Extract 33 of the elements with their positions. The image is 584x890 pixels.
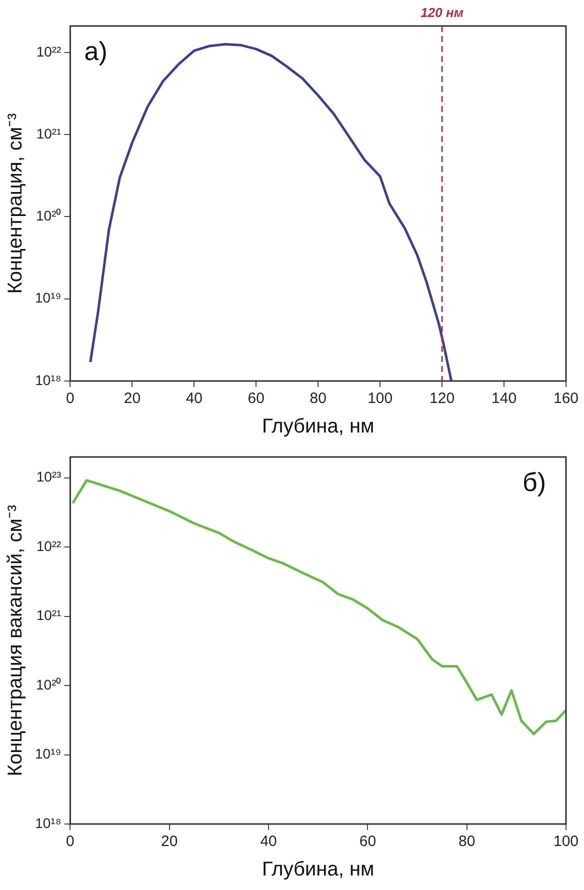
y-tick-label: 10²³ [36, 468, 62, 485]
annotation: a) [84, 36, 108, 66]
y-tick-label: 10²⁰ [36, 208, 62, 224]
x-tick-label: 80 [310, 390, 326, 408]
x-tick-label: 140 [492, 390, 517, 408]
x-axis-title: Глубина, нм [262, 416, 374, 438]
x-tick-label: 60 [248, 390, 264, 408]
x-tick-label: 0 [66, 390, 74, 408]
y-tick-label: 10²⁰ [36, 676, 62, 692]
x-axis-title: Глубина, нм [262, 858, 374, 881]
y-tick-label: 10¹⁸ [35, 814, 62, 831]
y-tick-label: 10²¹ [36, 607, 62, 624]
y-axis-title: Концентрация вакансий, см⁻³ [4, 504, 27, 776]
x-tick-label: 40 [186, 390, 203, 408]
y-tick-label: 10¹⁹ [34, 746, 62, 762]
y-tick-label: 10¹⁸ [35, 372, 62, 388]
x-tick-label: 80 [458, 833, 476, 850]
x-tick-label: 40 [260, 833, 277, 850]
y-tick-label: 10²¹ [36, 125, 62, 142]
x-tick-label: 120 [430, 390, 455, 408]
x-tick-label: 0 [66, 833, 74, 850]
y-tick-label: 10²² [36, 538, 62, 554]
y-tick-label: 10¹⁹ [34, 290, 62, 306]
x-tick-label: 160 [553, 390, 579, 408]
y-tick-label: 10²² [36, 43, 62, 60]
x-tick-label: 100 [368, 390, 393, 408]
annotation: б) [522, 467, 546, 498]
x-tick-label: 20 [161, 833, 178, 850]
ref-line-label: 120 нм [420, 5, 464, 20]
y-axis-title: Концентрация, см⁻³ [4, 112, 27, 294]
x-tick-label: 100 [553, 833, 579, 850]
x-tick-label: 60 [359, 833, 376, 850]
x-tick-label: 20 [124, 390, 141, 408]
